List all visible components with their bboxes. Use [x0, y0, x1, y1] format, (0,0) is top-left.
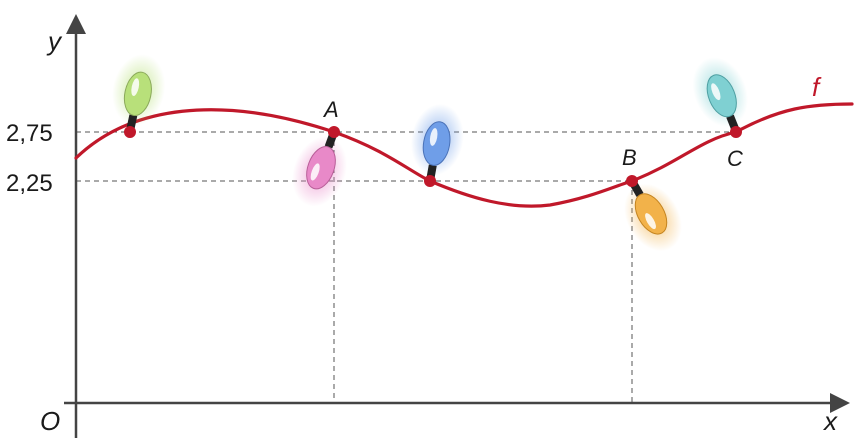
point-a [328, 126, 340, 138]
curve-point [124, 126, 136, 138]
light-bulb-icon [692, 57, 748, 133]
point-a-label: A [322, 97, 339, 122]
y-axis-label: y [46, 26, 63, 56]
function-label: f [812, 72, 822, 102]
light-bulb-icon [112, 54, 166, 132]
light-bulb-icon [624, 179, 682, 252]
y-tick-label-2-75: 2,75 [6, 120, 53, 147]
point-b-label: B [622, 145, 637, 170]
point-b [626, 175, 638, 187]
x-axis-label: x [822, 406, 838, 436]
point-c-label: C [727, 146, 743, 171]
guide-lines [76, 131, 736, 403]
point-c [730, 126, 742, 138]
curve-point [424, 175, 436, 187]
light-bulb-icon [410, 103, 464, 182]
origin-label: O [40, 406, 60, 436]
y-tick-label-2-25: 2,25 [6, 170, 53, 197]
